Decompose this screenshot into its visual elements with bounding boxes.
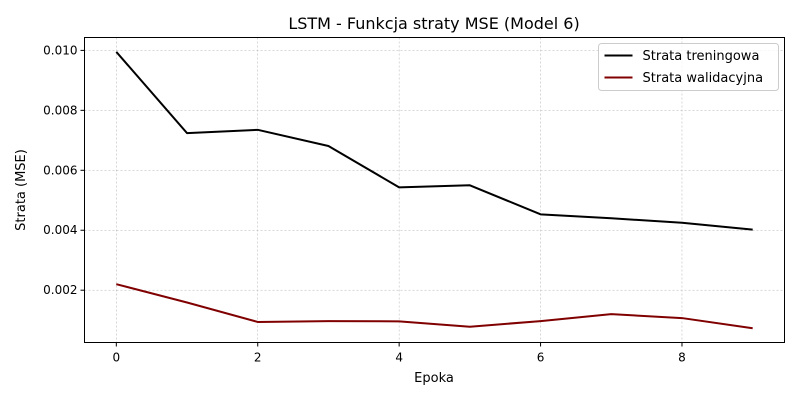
plot-frame <box>84 37 785 343</box>
x-tick-label: 4 <box>395 351 403 365</box>
x-tick-label: 8 <box>678 351 686 365</box>
legend: Strata treningowa Strata walidacyjna <box>598 43 779 91</box>
x-tick-label: 2 <box>254 351 262 365</box>
x-axis-label: Epoka <box>414 371 454 386</box>
legend-label: Strata treningowa <box>643 49 760 64</box>
legend-box <box>598 43 779 91</box>
series-line-training <box>115 51 753 231</box>
legend-label: Strata walidacyjna <box>643 71 764 86</box>
series-lines <box>115 51 753 330</box>
y-tick-label: 0.004 <box>43 223 77 237</box>
x-tick-label: 0 <box>112 351 120 365</box>
y-tick-label: 0.002 <box>43 283 77 297</box>
y-tick-label: 0.008 <box>43 103 77 117</box>
grid <box>84 37 785 343</box>
x-axis-ticks: 0 2 4 6 8 <box>112 342 686 365</box>
series-line-validation <box>116 283 753 330</box>
x-tick-label: 6 <box>537 351 545 365</box>
chart-title: LSTM - Funkcja straty MSE (Model 6) <box>288 14 579 33</box>
y-axis-ticks: 0.002 0.004 0.006 0.008 0.010 <box>43 43 85 297</box>
y-axis-label: Strata (MSE) <box>14 149 29 231</box>
y-tick-label: 0.006 <box>43 163 77 177</box>
y-tick-label: 0.010 <box>43 43 77 57</box>
